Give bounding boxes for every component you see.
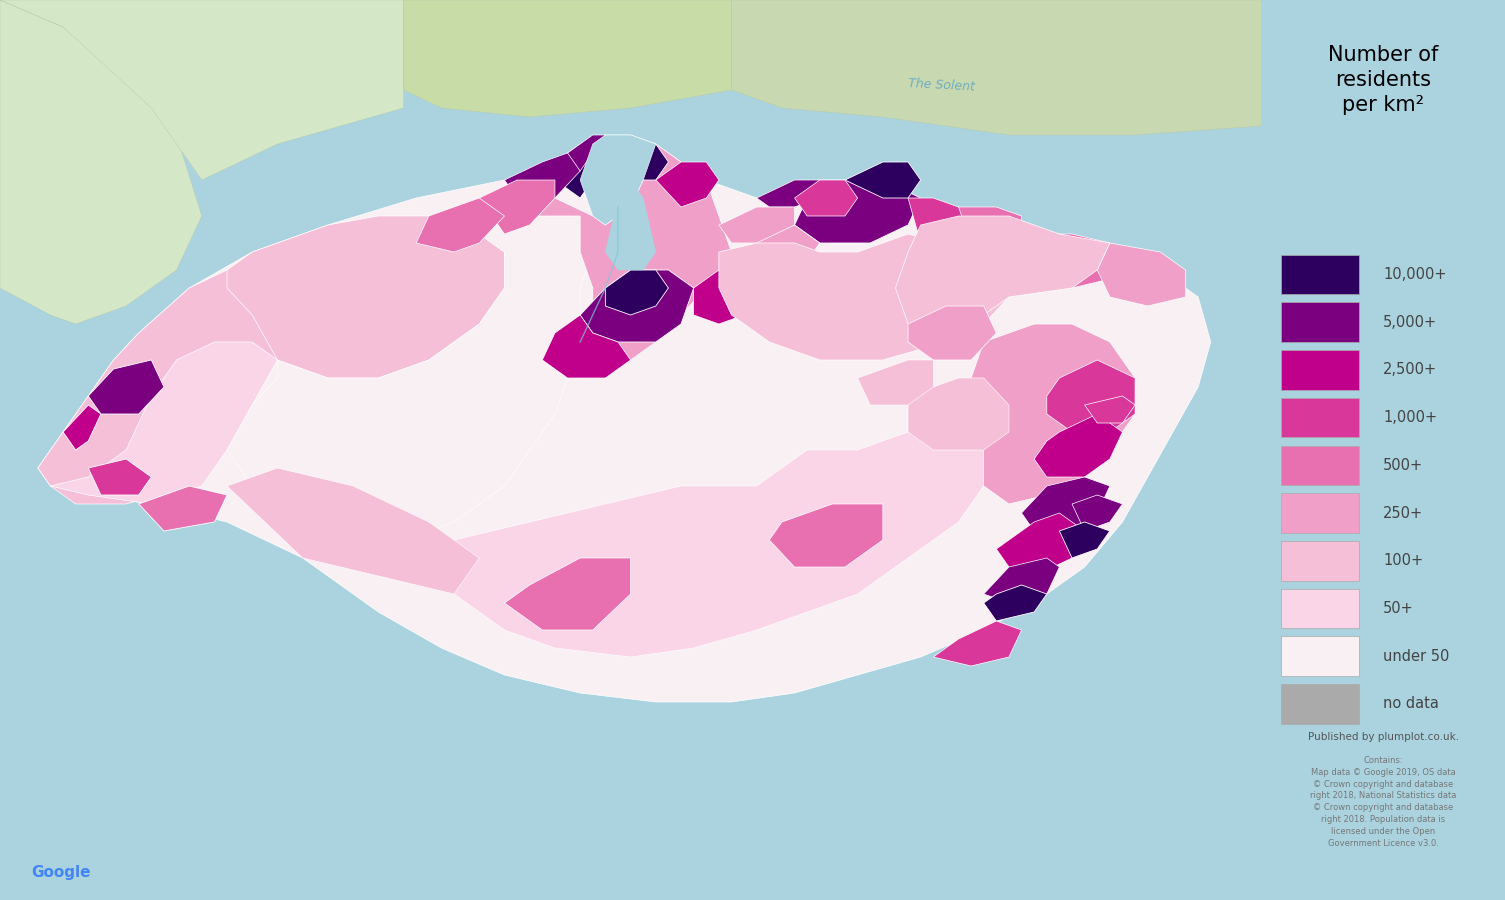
Polygon shape <box>908 378 1008 450</box>
Polygon shape <box>656 162 719 207</box>
FancyBboxPatch shape <box>1281 636 1359 676</box>
Text: The Solent: The Solent <box>908 76 975 93</box>
Text: 50+: 50+ <box>1383 601 1413 616</box>
Text: 250+: 250+ <box>1383 506 1424 520</box>
Polygon shape <box>984 558 1060 603</box>
Polygon shape <box>63 405 101 450</box>
Polygon shape <box>996 513 1085 576</box>
Polygon shape <box>555 135 605 198</box>
Polygon shape <box>542 315 631 378</box>
Text: under 50: under 50 <box>1383 649 1449 663</box>
Polygon shape <box>984 585 1047 621</box>
Polygon shape <box>858 360 933 405</box>
Polygon shape <box>38 135 1210 702</box>
FancyBboxPatch shape <box>1281 446 1359 485</box>
Polygon shape <box>555 135 605 171</box>
Polygon shape <box>908 198 971 243</box>
Polygon shape <box>455 432 984 657</box>
FancyBboxPatch shape <box>1281 589 1359 628</box>
Polygon shape <box>694 270 757 324</box>
Polygon shape <box>51 342 277 504</box>
Polygon shape <box>89 360 164 414</box>
Text: no data: no data <box>1383 697 1439 711</box>
Polygon shape <box>795 180 858 216</box>
Polygon shape <box>631 135 668 180</box>
Polygon shape <box>1034 414 1123 477</box>
Polygon shape <box>403 0 731 117</box>
Polygon shape <box>895 216 1109 342</box>
Polygon shape <box>1047 360 1135 432</box>
Polygon shape <box>1008 234 1135 288</box>
Polygon shape <box>579 270 694 342</box>
FancyBboxPatch shape <box>1281 398 1359 437</box>
FancyBboxPatch shape <box>1281 350 1359 390</box>
Text: 10,000+: 10,000+ <box>1383 267 1446 282</box>
Polygon shape <box>227 468 479 594</box>
Polygon shape <box>769 504 883 567</box>
FancyBboxPatch shape <box>1281 255 1359 294</box>
Text: 2,500+: 2,500+ <box>1383 363 1437 377</box>
FancyBboxPatch shape <box>1281 302 1359 342</box>
Polygon shape <box>908 306 996 360</box>
Polygon shape <box>731 0 1261 135</box>
Polygon shape <box>579 135 656 225</box>
Text: 1,000+: 1,000+ <box>1383 410 1437 425</box>
Polygon shape <box>605 270 668 315</box>
Polygon shape <box>0 0 202 324</box>
Polygon shape <box>504 153 579 198</box>
Text: 100+: 100+ <box>1383 554 1424 568</box>
Polygon shape <box>479 180 555 234</box>
Polygon shape <box>719 207 795 243</box>
Polygon shape <box>1097 243 1186 306</box>
FancyBboxPatch shape <box>1281 684 1359 724</box>
Polygon shape <box>1022 477 1109 531</box>
Polygon shape <box>757 225 820 261</box>
Text: 500+: 500+ <box>1383 458 1424 473</box>
Polygon shape <box>89 459 152 495</box>
FancyBboxPatch shape <box>1281 541 1359 580</box>
Polygon shape <box>605 180 656 270</box>
Polygon shape <box>1060 522 1109 558</box>
Polygon shape <box>959 207 1022 243</box>
FancyBboxPatch shape <box>1281 493 1359 533</box>
Polygon shape <box>959 324 1135 504</box>
Text: Number of
residents
per km²: Number of residents per km² <box>1327 45 1439 114</box>
Text: Published by plumplot.co.uk.: Published by plumplot.co.uk. <box>1308 733 1458 742</box>
Polygon shape <box>138 486 227 531</box>
Polygon shape <box>417 198 504 252</box>
Polygon shape <box>1072 495 1123 531</box>
Polygon shape <box>504 558 631 630</box>
Polygon shape <box>227 216 504 378</box>
Polygon shape <box>0 0 403 180</box>
Polygon shape <box>844 162 921 198</box>
Polygon shape <box>757 252 832 288</box>
Polygon shape <box>38 270 277 504</box>
Polygon shape <box>757 180 844 207</box>
Polygon shape <box>795 180 921 243</box>
Polygon shape <box>1085 396 1135 423</box>
Polygon shape <box>719 234 1008 360</box>
Text: 5,000+: 5,000+ <box>1383 315 1437 329</box>
Polygon shape <box>504 144 731 378</box>
Text: Google: Google <box>32 866 90 880</box>
Polygon shape <box>933 621 1022 666</box>
Polygon shape <box>227 180 593 540</box>
Text: Contains:
Map data © Google 2019, OS data
© Crown copyright and database
right 2: Contains: Map data © Google 2019, OS dat… <box>1309 756 1457 848</box>
